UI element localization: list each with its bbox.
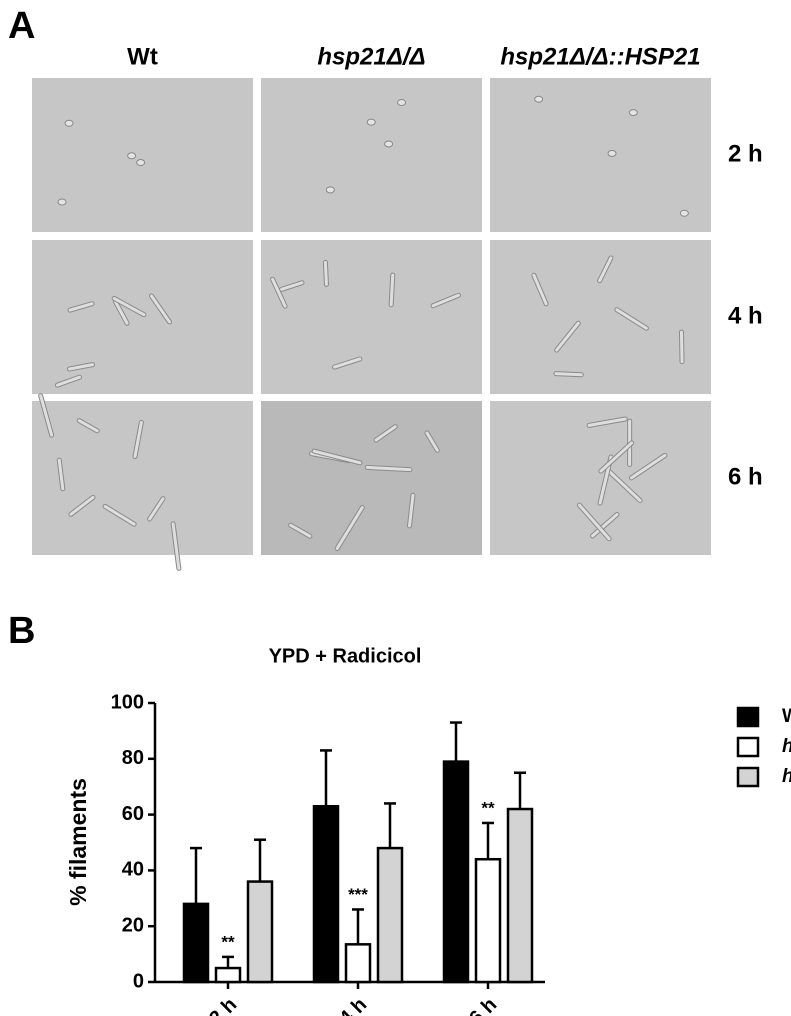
bar	[214, 966, 242, 984]
hypha	[577, 503, 611, 541]
hypha	[555, 321, 580, 352]
hypha	[532, 273, 548, 306]
hypha	[103, 504, 136, 526]
hypha	[114, 300, 129, 325]
hypha	[431, 293, 460, 308]
bar	[506, 807, 534, 984]
bar	[344, 943, 372, 984]
y-tick-label: 20	[122, 914, 144, 936]
micrograph	[490, 240, 711, 394]
hypha	[57, 458, 65, 491]
micrograph	[32, 240, 253, 394]
hypha	[312, 449, 362, 465]
x-tick-label: 6 h	[465, 994, 501, 1016]
chart-title: YPD + Radicicol	[269, 645, 422, 667]
cell	[607, 149, 617, 157]
y-tick-label: 80	[122, 747, 144, 769]
hypha	[55, 375, 82, 387]
y-tick-label: 60	[122, 803, 144, 825]
hypha	[591, 513, 619, 538]
hypha	[554, 372, 583, 377]
significance: ***	[348, 885, 368, 904]
hypha	[679, 330, 684, 364]
x-tick-label: 4 h	[335, 994, 371, 1016]
legend-label: hsp21Δ/Δ	[782, 736, 791, 757]
hypha	[39, 394, 54, 437]
hypha	[333, 357, 362, 369]
y-tick-label: 40	[122, 859, 144, 881]
hypha	[148, 497, 165, 521]
hypha	[389, 273, 395, 307]
cell	[679, 209, 689, 217]
row-label: 4 h	[728, 302, 763, 329]
hypha	[629, 453, 667, 480]
cell	[325, 186, 335, 194]
column-header: Wt	[127, 43, 158, 70]
cell	[534, 95, 544, 103]
hypha	[112, 296, 146, 317]
y-tick-label: 0	[133, 970, 144, 992]
legend-swatch	[736, 736, 760, 758]
bar	[442, 760, 470, 984]
hypha	[77, 419, 99, 433]
cell	[366, 118, 376, 126]
bar	[182, 902, 210, 984]
cell	[136, 159, 146, 167]
hypha	[599, 441, 634, 473]
bar	[312, 804, 340, 984]
hypha	[408, 493, 415, 528]
bar	[246, 880, 274, 984]
cell	[397, 98, 407, 106]
column-header: hsp21Δ/Δ::HSP21	[500, 43, 700, 70]
row-label: 2 h	[728, 140, 763, 167]
hypha	[598, 256, 613, 283]
micrograph	[490, 78, 711, 232]
hypha	[133, 420, 143, 459]
hypha	[280, 281, 304, 291]
cell	[628, 109, 638, 117]
hypha	[149, 294, 171, 324]
hypha	[323, 260, 328, 286]
hypha	[271, 277, 287, 308]
hypha	[374, 425, 397, 442]
panel-label: B	[8, 610, 35, 652]
column-header: hsp21Δ/Δ	[317, 43, 425, 70]
x-tick-label: 2 h	[205, 994, 241, 1016]
hypha	[425, 431, 439, 452]
panel-label: A	[8, 5, 35, 47]
significance: **	[481, 798, 495, 817]
hypha	[171, 522, 181, 570]
hypha	[335, 506, 364, 550]
hypha	[289, 523, 312, 538]
hypha	[68, 302, 94, 312]
bar	[474, 857, 502, 984]
legend-swatch	[736, 766, 760, 788]
hypha	[365, 465, 412, 472]
hypha	[615, 308, 648, 330]
row-label: 6 h	[728, 463, 763, 490]
micrograph	[261, 78, 482, 232]
y-axis-label: % filaments	[65, 778, 91, 906]
significance: **	[221, 932, 235, 951]
hypha	[67, 363, 95, 371]
micrograph	[261, 240, 482, 394]
cell	[64, 119, 74, 127]
micrograph	[32, 78, 253, 232]
micrograph	[261, 401, 482, 555]
cell	[57, 198, 67, 206]
y-tick-label: 100	[111, 691, 144, 713]
legend-swatch	[736, 706, 760, 728]
legend-label: hsp21Δ/Δ::HSP21	[782, 766, 791, 787]
hypha	[69, 495, 95, 516]
bar	[376, 846, 404, 984]
cell	[384, 140, 394, 148]
hypha	[604, 466, 642, 502]
cell	[127, 152, 137, 160]
hypha	[587, 417, 627, 427]
legend-label: Wt	[782, 706, 791, 727]
